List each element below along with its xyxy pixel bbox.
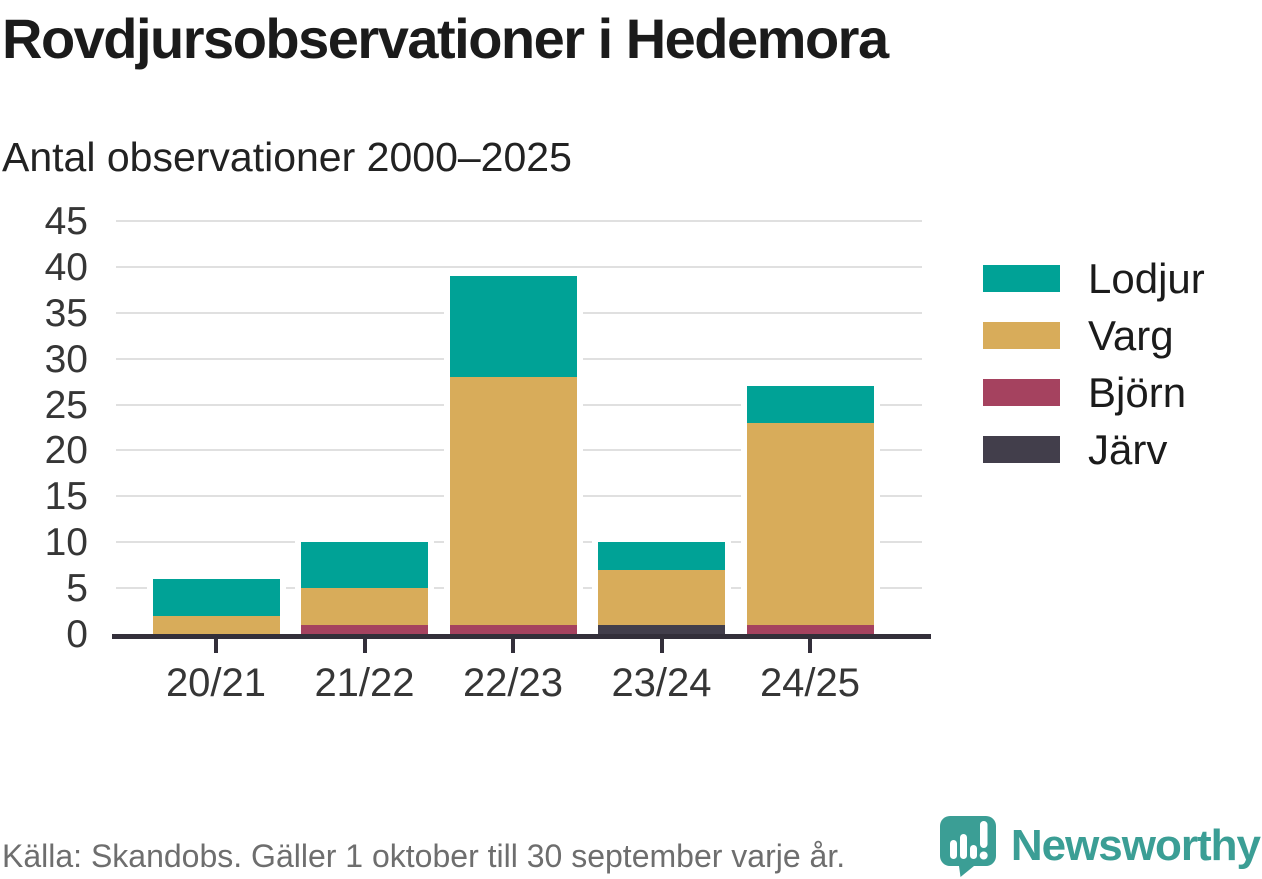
x-axis-tick [511, 639, 515, 653]
newsworthy-bubble-barchart-icon [939, 816, 996, 877]
x-axis-tick [808, 639, 812, 653]
chart-title: Rovdjursobservationer i Hedemora [2, 7, 889, 70]
bar-24-25 [746, 386, 874, 634]
bar-segment-lodjur [301, 542, 428, 589]
chart-subtitle: Antal observationer 2000–2025 [2, 134, 572, 180]
bar-segment-björn [301, 624, 428, 634]
y-axis-tick-label: 15 [44, 475, 88, 519]
bar-21-22 [301, 542, 428, 634]
bar-segment-lodjur [152, 578, 280, 616]
legend-item-lodjur: Lodjur [983, 257, 1205, 299]
y-axis-tick-label: 25 [44, 383, 88, 427]
gridline [116, 265, 922, 268]
bar-segment-björn [746, 624, 874, 634]
legend-item-järv: Järv [983, 428, 1205, 470]
legend-label: Lodjur [1088, 254, 1205, 302]
bar-segment-varg [598, 569, 725, 625]
bar-20-21 [152, 578, 280, 634]
gridline [116, 220, 922, 222]
legend-swatch-björn [983, 379, 1060, 406]
brand-name: Newsworthy [1010, 821, 1261, 870]
y-axis-tick-label: 0 [66, 613, 88, 656]
legend-label: Järv [1088, 425, 1168, 473]
x-axis-tick [214, 639, 218, 653]
legend-swatch-varg [983, 322, 1060, 349]
bar-segment-varg [449, 377, 577, 625]
y-axis-tick-label: 5 [66, 567, 88, 611]
x-axis-tick-label: 20/21 [165, 661, 267, 705]
legend-label: Varg [1088, 311, 1174, 359]
y-axis-tick-label: 10 [44, 521, 88, 565]
x-axis-tick-label: 23/24 [611, 661, 712, 705]
y-axis-tick-label: 45 [44, 200, 88, 243]
bar-segment-varg [746, 422, 874, 625]
legend-item-björn: Björn [983, 371, 1205, 413]
bar-segment-varg [301, 588, 428, 625]
bar-segment-lodjur [746, 386, 874, 423]
legend-item-varg: Varg [983, 314, 1205, 356]
x-axis-line [112, 634, 931, 639]
legend: Lodjur Varg Björn Järv [983, 257, 1205, 493]
x-axis-tick-label: 22/23 [462, 661, 564, 705]
bar-segment-järv [598, 624, 725, 634]
x-axis-tick-label: 21/22 [314, 661, 415, 705]
y-axis-tick-label: 40 [44, 245, 88, 289]
legend-label: Björn [1088, 368, 1187, 416]
y-axis-tick-label: 20 [44, 429, 88, 473]
bar-22-23 [449, 276, 577, 634]
source-note: Källa: Skandobs. Gäller 1 oktober till 3… [2, 838, 846, 874]
bar-23-24 [598, 542, 725, 634]
y-axis-tick-label: 30 [44, 337, 88, 381]
y-axis-tick-label: 35 [44, 291, 88, 335]
bar-segment-varg [152, 615, 280, 634]
x-axis-tick-label: 24/25 [759, 661, 861, 705]
x-axis-tick [659, 639, 664, 653]
legend-swatch-lodjur [983, 265, 1060, 292]
bar-segment-lodjur [598, 542, 725, 570]
bar-segment-lodjur [449, 276, 577, 378]
x-axis-tick [362, 639, 367, 653]
brand-logo-group: Newsworthy [939, 815, 1261, 877]
legend-swatch-järv [983, 436, 1060, 463]
bar-segment-björn [449, 624, 577, 634]
